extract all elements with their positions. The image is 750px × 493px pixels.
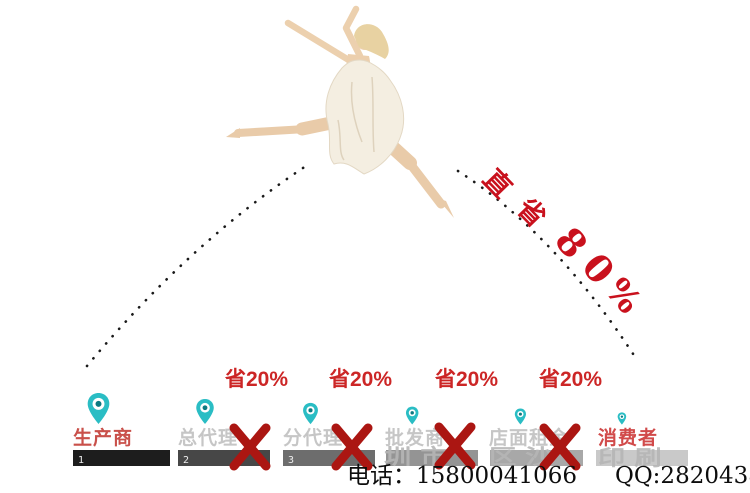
red-x-icon: [434, 422, 476, 470]
save-badge: 省20%: [435, 368, 499, 391]
station-bar: [386, 450, 478, 466]
watermark-text: 印刷: [598, 447, 671, 470]
red-x-icon: [331, 423, 373, 471]
watermark-text: 圳市: [384, 446, 457, 469]
station-label-general-agent: 总代理: [178, 428, 239, 449]
map-pin-icon: [196, 399, 214, 424]
bar-number: 2: [183, 455, 190, 466]
save-badge: 省20%: [329, 368, 393, 391]
red-x-icon: [539, 423, 581, 471]
save-badge: 省20%: [225, 368, 289, 391]
red-x-icon: [229, 423, 271, 471]
station-label-consumer: 消费者: [598, 428, 659, 449]
station-bar: 1: [73, 450, 170, 466]
watermark-text: 区沙: [489, 446, 562, 469]
leaping-ballerina-illustration: [226, 5, 454, 218]
map-pin-icon: [302, 402, 318, 425]
map-pin-icon: [405, 406, 419, 425]
qq-number: QQ:2820438337: [614, 463, 750, 489]
map-pin-icon: [617, 412, 627, 425]
station-bar: 3: [283, 450, 375, 466]
station-label-manufacturer: 生产商: [73, 428, 134, 449]
phone-number: 15800041066: [416, 463, 577, 489]
save-badge: 省20%: [539, 368, 603, 391]
phone-label: 电话：: [347, 463, 416, 489]
contact-line: 电话：15800041066 QQ:2820438337: [347, 463, 750, 489]
map-pin-icon: [87, 393, 109, 424]
station-bar: [596, 450, 688, 466]
station-label-sub-agent: 分代理: [283, 428, 344, 449]
bar-number: 3: [288, 455, 295, 466]
bar-number: 1: [78, 455, 85, 466]
station-label-wholesaler: 批发商: [385, 428, 446, 449]
map-pin-icon: [514, 408, 526, 425]
